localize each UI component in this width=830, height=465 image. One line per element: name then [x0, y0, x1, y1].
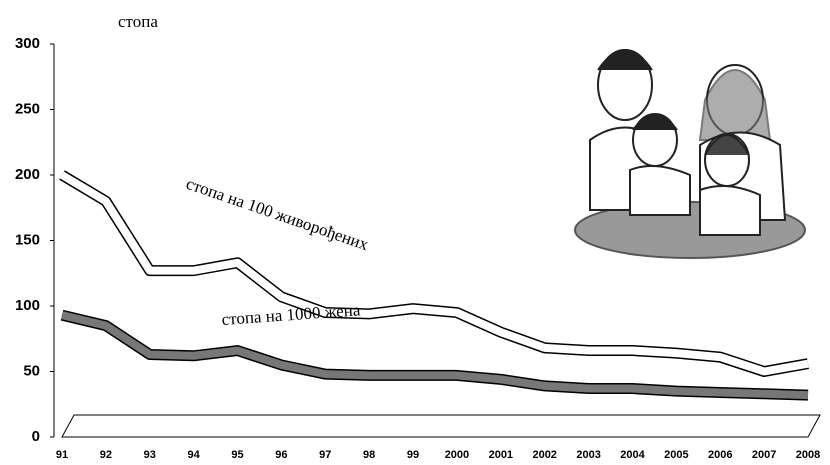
x-tick-label: 2003 [576, 449, 600, 461]
x-tick-label: 98 [363, 449, 375, 461]
series-label: стопа на 1000 жена [221, 300, 361, 329]
series-line [61, 311, 809, 400]
series-line [59, 171, 809, 376]
x-tick-label: 91 [56, 449, 68, 461]
x-tick-label: 92 [100, 449, 112, 461]
x-tick-label: 93 [144, 449, 156, 461]
y-tick-label: 100 [15, 297, 40, 314]
series-label: стопа на 100 живорођених [184, 174, 372, 254]
y-tick-label: 0 [32, 428, 40, 445]
y-tick-label: 200 [15, 166, 40, 183]
family-illustration [574, 49, 806, 259]
x-tick-label: 2005 [664, 449, 688, 461]
x-tick-label: 2000 [445, 449, 469, 461]
x-tick-label: 2008 [796, 449, 820, 461]
x-tick-label: 97 [319, 449, 331, 461]
x-tick-label: 2006 [708, 449, 732, 461]
x-tick-label: 99 [407, 449, 419, 461]
x-tick-label: 2007 [752, 449, 776, 461]
x-tick-label: 95 [231, 449, 243, 461]
x-tick-label: 96 [275, 449, 287, 461]
x-tick-label: 2004 [620, 449, 645, 461]
y-tick-label: 250 [15, 100, 40, 117]
x-tick-label: 94 [188, 449, 201, 461]
y-tick-label: 50 [23, 362, 40, 379]
y-tick-label: 150 [15, 231, 40, 248]
floor [61, 414, 821, 438]
y-tick-label: 300 [15, 35, 40, 52]
x-tick-label: 2002 [532, 449, 556, 461]
y-axis-title: стопа [118, 12, 158, 31]
x-tick-label: 2001 [489, 449, 513, 461]
